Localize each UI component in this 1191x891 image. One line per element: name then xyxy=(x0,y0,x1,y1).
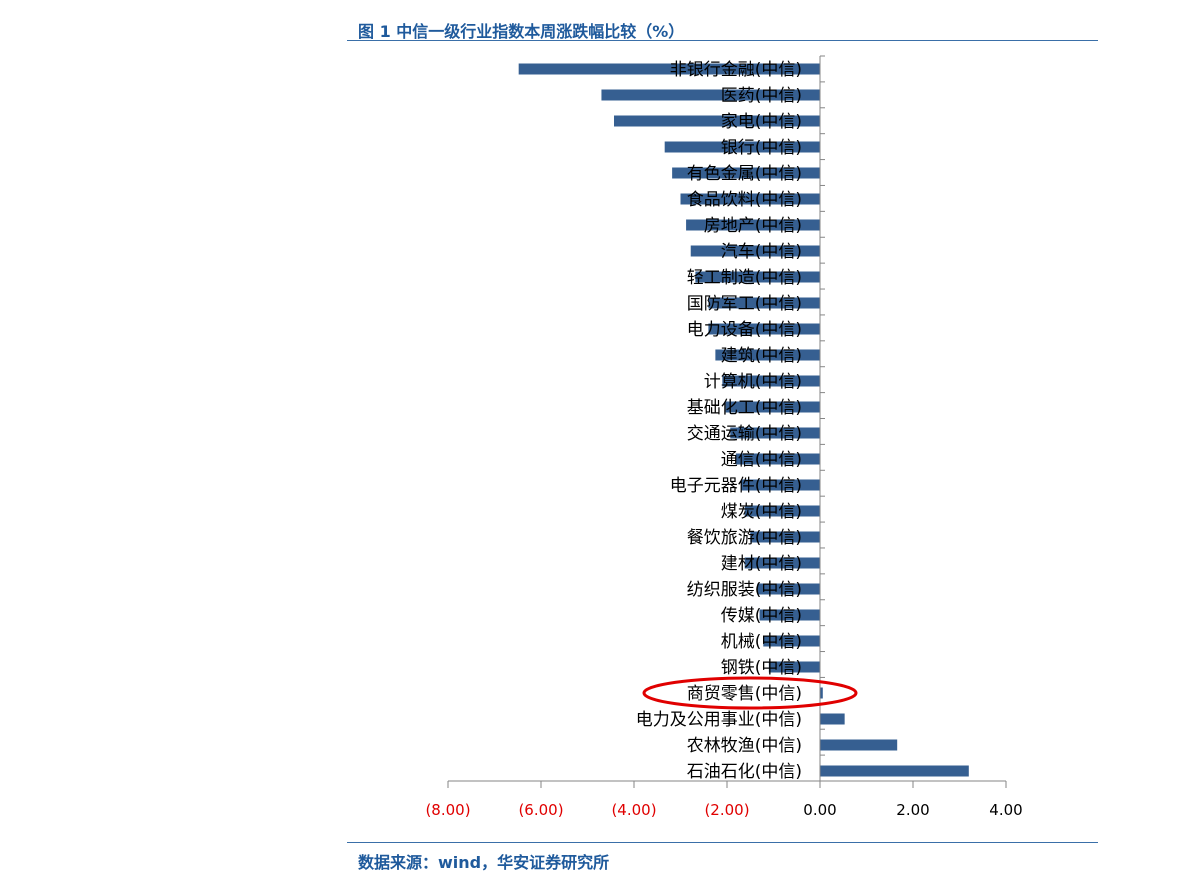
category-label: 商贸零售(中信) xyxy=(687,684,802,704)
bar xyxy=(744,557,820,569)
category-label: 农林牧渔(中信) xyxy=(687,736,802,756)
x-tick-label: (6.00) xyxy=(518,801,563,819)
tick-labels-group: (8.00) (6.00) (4.00) (2.00) 0.00 2.00 4.00 xyxy=(425,801,1022,819)
category-label: 建材(中信) xyxy=(721,554,802,574)
bar xyxy=(722,375,820,387)
bar xyxy=(672,167,820,179)
category-label: 建筑(中信) xyxy=(721,346,802,366)
bar xyxy=(664,141,820,153)
bar xyxy=(820,739,898,751)
annotation-group xyxy=(642,676,858,710)
category-label: 机械(中信) xyxy=(721,632,802,652)
bar xyxy=(725,401,820,413)
category-label: 电力及公用事业(中信) xyxy=(636,710,802,730)
bar xyxy=(768,661,820,673)
category-label: 轻工制造(中信) xyxy=(687,268,802,288)
x-tick-label: 0.00 xyxy=(803,801,836,819)
bar xyxy=(820,713,845,725)
category-label: 电子元器件(中信) xyxy=(670,476,802,496)
category-label: 石油石化(中信) xyxy=(687,762,802,782)
category-label: 交通运输(中信) xyxy=(687,424,802,444)
bar xyxy=(740,479,820,491)
bar xyxy=(820,687,823,699)
category-label: 有色金属(中信) xyxy=(687,164,802,184)
category-label: 传媒(中信) xyxy=(721,606,802,626)
category-label: 纺织服装(中信) xyxy=(687,580,802,600)
category-label: 餐饮旅游(中信) xyxy=(687,528,802,548)
category-label: 银行(中信) xyxy=(721,138,802,158)
bar xyxy=(735,453,820,465)
bar xyxy=(614,115,820,127)
bar xyxy=(690,245,820,257)
bar xyxy=(708,323,820,335)
bar xyxy=(695,271,820,283)
bar xyxy=(680,193,820,205)
highlight-ellipse xyxy=(642,676,858,710)
footer-rule xyxy=(347,842,1098,843)
category-label: 电力设备(中信) xyxy=(687,320,802,340)
category-labels-group: 非银行金融(中信) 医药(中信) 家电(中信) 银行(中信) 有色金属(中信) 食品饮料(… xyxy=(636,60,802,782)
bar xyxy=(686,219,820,231)
bar xyxy=(750,531,820,543)
x-tick-label: 4.00 xyxy=(989,801,1022,819)
bar xyxy=(601,89,820,101)
category-label: 通信(中信) xyxy=(721,450,802,470)
bar xyxy=(759,609,820,621)
bar xyxy=(763,635,820,647)
chart-title: 图 1 中信一级行业指数本周涨跌幅比较（%） xyxy=(358,22,685,41)
bar xyxy=(820,765,969,777)
bar xyxy=(744,505,820,517)
category-label: 钢铁(中信) xyxy=(721,658,802,678)
category-label: 家电(中信) xyxy=(721,112,802,132)
bar xyxy=(715,349,820,361)
category-label: 非银行金融(中信) xyxy=(670,60,802,80)
bar xyxy=(757,583,820,595)
category-label: 国防军工(中信) xyxy=(687,294,802,314)
category-label: 食品饮料(中信) xyxy=(687,190,802,210)
category-label: 房地产(中信) xyxy=(704,216,802,236)
bar xyxy=(708,297,820,309)
category-label: 计算机(中信) xyxy=(704,372,802,392)
category-label: 基础化工(中信) xyxy=(687,398,802,418)
source-note: 数据来源：wind，华安证券研究所 xyxy=(358,853,610,872)
header-rule xyxy=(347,40,1098,41)
bar xyxy=(730,427,820,439)
x-tick-label: (8.00) xyxy=(425,801,470,819)
category-label: 汽车(中信) xyxy=(721,242,802,262)
category-label: 煤炭(中信) xyxy=(721,502,802,522)
bars-group xyxy=(518,63,969,777)
x-tick-label: (2.00) xyxy=(704,801,749,819)
bar xyxy=(518,63,820,75)
x-tick-label: 2.00 xyxy=(896,801,929,819)
category-label: 医药(中信) xyxy=(721,86,802,106)
x-tick-label: (4.00) xyxy=(611,801,656,819)
